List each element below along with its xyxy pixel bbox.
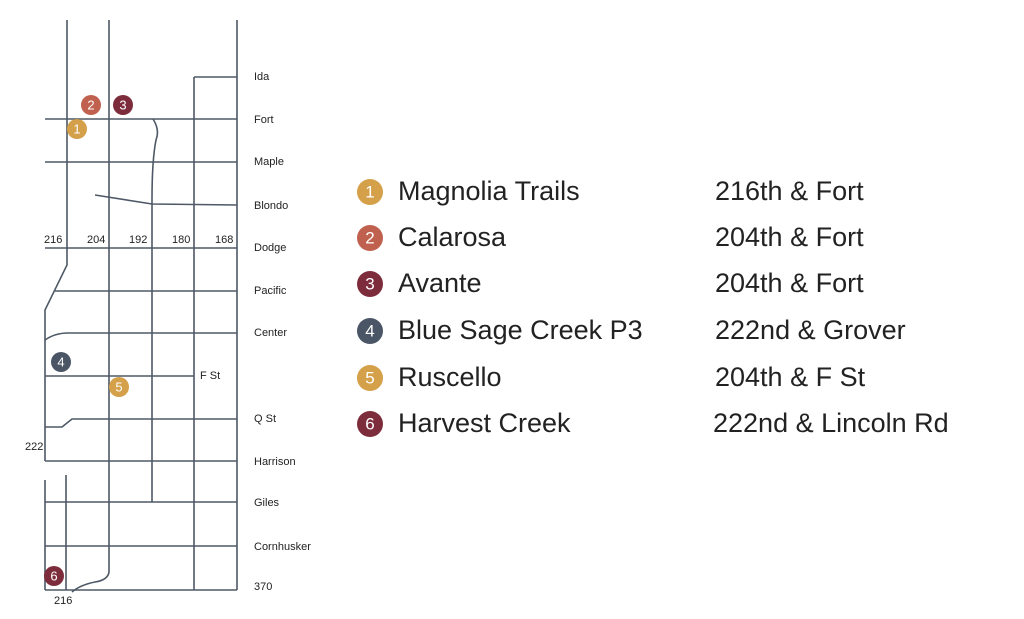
street-label: Cornhusker bbox=[254, 541, 311, 553]
avenue-label: 192 bbox=[129, 234, 147, 246]
road bbox=[71, 20, 110, 593]
street-label: Pacific bbox=[254, 285, 287, 297]
street-label: Harrison bbox=[254, 456, 296, 468]
site-location: 222nd & Grover bbox=[715, 315, 906, 345]
site-marker bbox=[109, 377, 129, 397]
street-label: Center bbox=[254, 327, 287, 339]
site-marker-number: 2 bbox=[87, 97, 94, 112]
legend-marker bbox=[357, 318, 383, 344]
legend-marker bbox=[357, 271, 383, 297]
street-label: Ida bbox=[254, 71, 270, 83]
legend-number: 6 bbox=[365, 414, 374, 433]
legend-marker bbox=[357, 179, 383, 205]
avenue-label: 216 bbox=[54, 595, 72, 607]
site-marker bbox=[113, 95, 133, 115]
legend-marker bbox=[357, 365, 383, 391]
site-marker bbox=[44, 566, 64, 586]
legend-number: 1 bbox=[365, 182, 374, 201]
street-label: 370 bbox=[254, 581, 272, 593]
street-label: Dodge bbox=[254, 242, 286, 254]
site-marker-number: 4 bbox=[57, 354, 64, 369]
site-marker-number: 3 bbox=[119, 97, 126, 112]
street-label: Q St bbox=[254, 413, 276, 425]
street-label: Giles bbox=[254, 497, 280, 509]
site-marker bbox=[51, 352, 71, 372]
site-location: 204th & F St bbox=[715, 362, 866, 392]
road bbox=[44, 332, 237, 591]
site-name: Calarosa bbox=[398, 222, 507, 252]
site-marker-number: 5 bbox=[115, 379, 122, 394]
road bbox=[45, 76, 238, 292]
avenue-label: 222 bbox=[25, 441, 43, 453]
road bbox=[193, 20, 238, 590]
site-location: 204th & Fort bbox=[715, 222, 864, 252]
street-label: Blondo bbox=[254, 200, 288, 212]
legend-number: 3 bbox=[365, 274, 374, 293]
site-name: Avante bbox=[398, 268, 482, 298]
site-location: 204th & Fort bbox=[715, 268, 864, 298]
avenue-label: 204 bbox=[87, 234, 105, 246]
site-name: Magnolia Trails bbox=[398, 176, 580, 206]
avenue-label: 216 bbox=[44, 234, 62, 246]
avenue-label: 168 bbox=[215, 234, 233, 246]
legend-number: 2 bbox=[365, 228, 374, 247]
legend-number: 5 bbox=[365, 368, 374, 387]
legend-marker bbox=[357, 411, 383, 437]
street-label: Fort bbox=[254, 114, 274, 126]
site-marker bbox=[67, 119, 87, 139]
site-location: 222nd & Lincoln Rd bbox=[713, 408, 949, 438]
site-name: Blue Sage Creek P3 bbox=[398, 315, 643, 345]
street-label: Maple bbox=[254, 156, 284, 168]
avenue-label: 180 bbox=[172, 234, 190, 246]
roads bbox=[44, 20, 238, 593]
site-marker-number: 6 bbox=[50, 568, 57, 583]
legend-number: 4 bbox=[365, 321, 374, 340]
street-label: F St bbox=[200, 370, 220, 382]
site-marker bbox=[81, 95, 101, 115]
site-marker-number: 1 bbox=[73, 121, 80, 136]
site-name: Ruscello bbox=[398, 362, 502, 392]
site-name: Harvest Creek bbox=[398, 408, 571, 438]
site-location: 216th & Fort bbox=[715, 176, 864, 206]
road bbox=[151, 118, 159, 502]
legend-marker bbox=[357, 225, 383, 251]
road bbox=[44, 20, 68, 461]
